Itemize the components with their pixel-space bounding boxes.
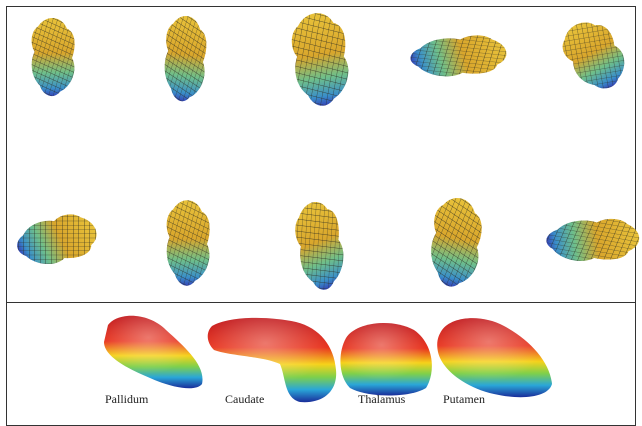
surface-shine (104, 316, 203, 388)
mesh-row-1 (32, 9, 635, 110)
structure-label: Caudate (225, 392, 264, 406)
mesh (32, 18, 75, 96)
mesh (9, 209, 105, 271)
page: Pallidum Caudate Thalamus Putamen (() =>… (0, 0, 642, 426)
mesh (291, 195, 349, 297)
structure-label: Putamen (443, 392, 485, 406)
structure-label: Pallidum (105, 392, 149, 406)
surface-shine (340, 323, 431, 395)
figure: Pallidum Caudate Thalamus Putamen (0, 0, 642, 426)
surface-shine (208, 318, 336, 402)
mesh (163, 14, 208, 104)
mesh (167, 200, 210, 285)
surfaces (104, 316, 552, 402)
structure-label: Thalamus (358, 392, 406, 406)
surface-shine (437, 318, 552, 397)
mesh (289, 9, 352, 110)
mesh (405, 33, 512, 80)
mesh (554, 13, 635, 98)
mesh (427, 194, 484, 291)
mesh (544, 217, 642, 262)
mesh-row-2 (9, 194, 642, 296)
